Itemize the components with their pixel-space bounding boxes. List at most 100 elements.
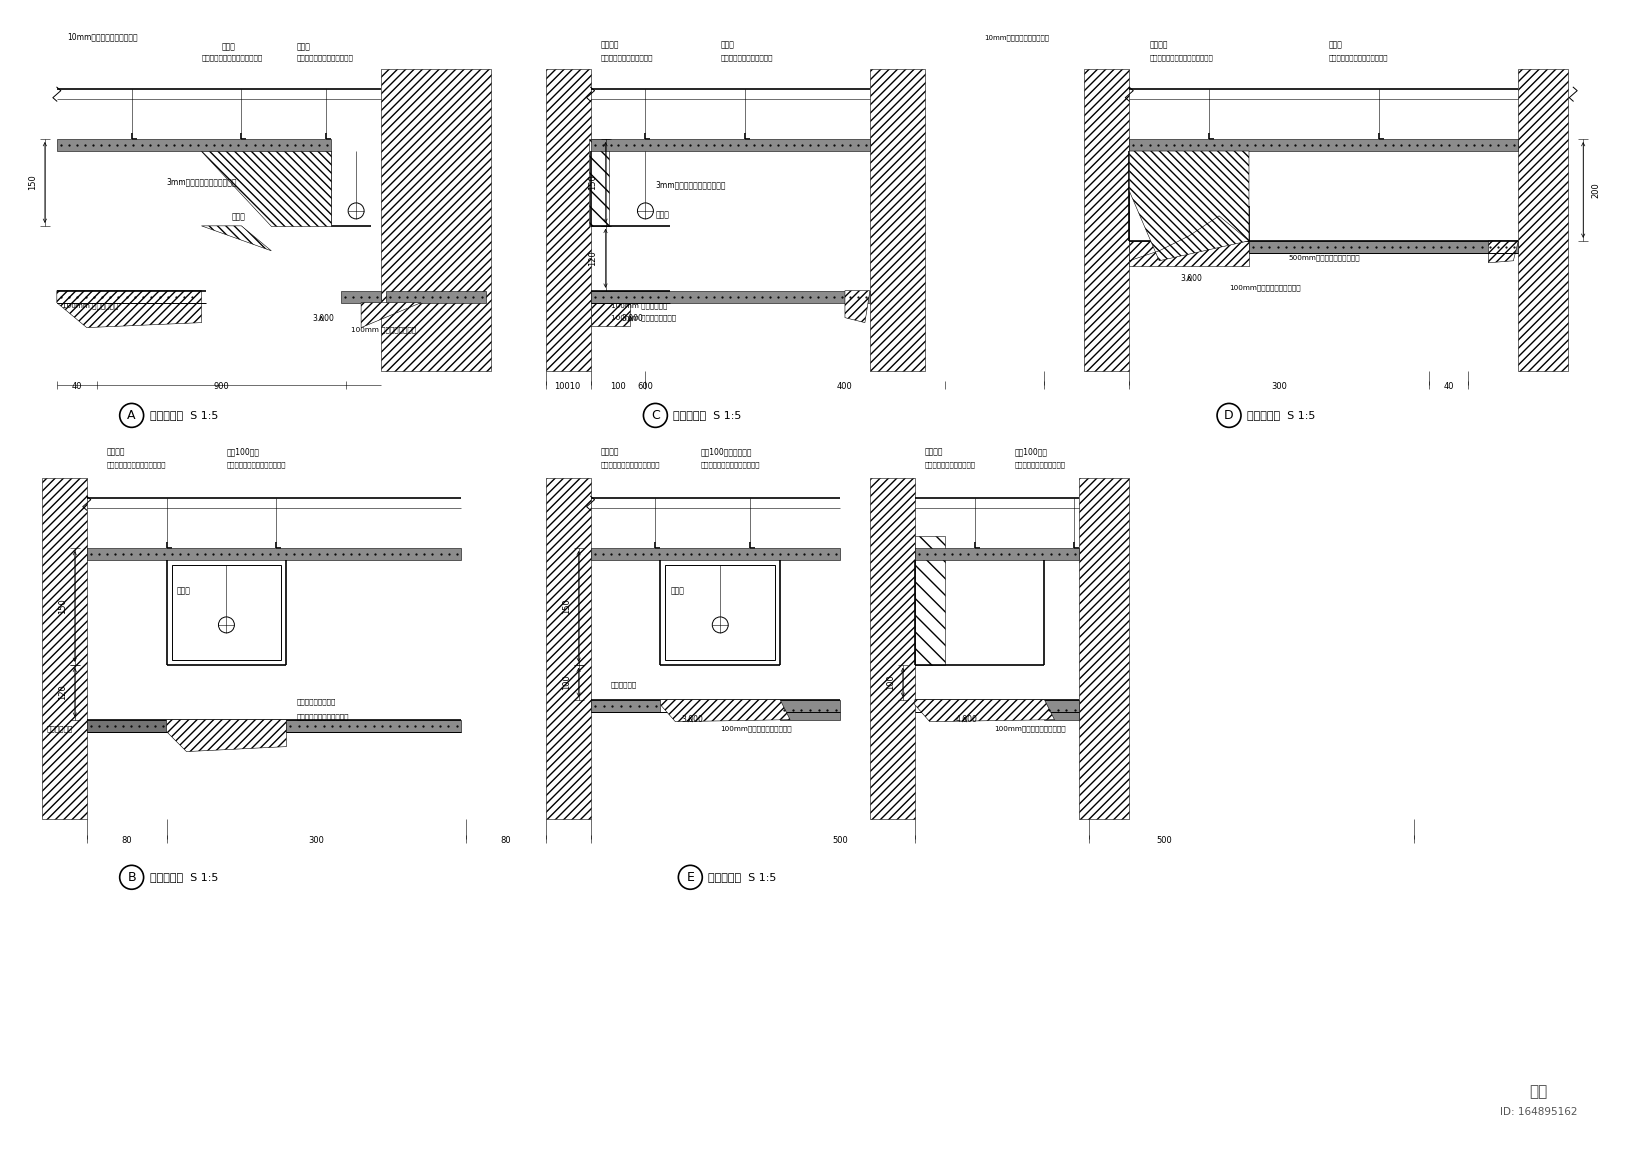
Text: 安装龙骨: 安装龙骨 [1149,41,1168,49]
Text: 3.000: 3.000 [1180,274,1201,283]
Bar [590,291,870,303]
Bar [590,548,840,560]
Polygon shape [1129,151,1249,261]
Text: 轻针龙骨石膏板吹顶乔胶漆面漆: 轻针龙骨石膏板吹顶乔胶漆面漆 [700,461,760,468]
Text: 安装龙骨: 安装龙骨 [925,447,943,457]
Text: 厂批：: 厂批： [231,212,246,221]
Text: 80: 80 [501,836,511,846]
Text: 轻龙骨: 轻龙骨 [1328,41,1343,49]
Text: 次能100外板二具实化: 次能100外板二具实化 [700,447,751,457]
Bar [341,291,381,303]
Text: 粘贴石膏板吹顶乔胶漆面漆: 粘贴石膏板吹顶乔胶漆面漆 [925,461,976,468]
Text: 剪面节点图  S 1:5: 剪面节点图 S 1:5 [674,410,742,421]
Text: 300: 300 [308,836,325,846]
Text: 600: 600 [638,382,653,391]
Text: 100mm石膏板吹顶乔胶漆面漆: 100mm石膏板吹顶乔胶漆面漆 [720,725,793,732]
Text: B: B [127,870,137,884]
Text: 150: 150 [562,599,570,614]
Text: 轻龙骨: 轻龙骨 [720,41,733,49]
Text: 轻龙骨安装石膏板吹顶乔胶漆面漆: 轻龙骨安装石膏板吹顶乔胶漆面漆 [1149,55,1213,62]
Text: 轻针龙骨石膏板吹顶乔胶漆面漆: 轻针龙骨石膏板吹顶乔胶漆面漆 [107,461,166,468]
Text: 知末: 知末 [1529,1083,1547,1099]
Text: 细木工板刷口乔胶漆: 细木工板刷口乔胶漆 [297,698,336,705]
Text: 粘贴石膏板吹顶乔胶漆面漆: 粘贴石膏板吹顶乔胶漆面漆 [600,55,653,62]
Text: 3.000: 3.000 [681,714,704,723]
Text: 150: 150 [588,175,598,190]
Text: 100mm 膏燃角铝收边: 100mm 膏燃角铝收边 [610,302,667,309]
Text: 500: 500 [832,836,847,846]
Text: 3mm铝扣工板拟合白色乔胶漆: 3mm铝扣工板拟合白色乔胶漆 [656,179,725,189]
Text: 10mm厚纸面板刷白色乔胶漆: 10mm厚纸面板刷白色乔胶漆 [68,33,137,41]
Polygon shape [661,700,789,721]
Bar [56,139,331,151]
Bar [287,720,461,732]
Text: 3.000: 3.000 [621,313,643,323]
Text: 40: 40 [1444,382,1454,391]
Text: 100mm 膏燃角铝收边: 100mm 膏燃角铝收边 [63,302,119,309]
Polygon shape [845,291,870,323]
Bar [1129,139,1518,151]
Text: 安装龙骨: 安装龙骨 [600,447,620,457]
Text: 3mm铝扣工板拟合白色乔胶漆: 3mm铝扣工板拟合白色乔胶漆 [166,177,237,186]
Text: 轻针龙骨石膏板吹顶乔胶漆面漆: 轻针龙骨石膏板吹顶乔胶漆面漆 [226,461,287,468]
Text: 轻针龙骨石膏板吹顶乔胶漆面漆: 轻针龙骨石膏板吹顶乔胶漆面漆 [201,55,262,62]
Bar [666,565,775,659]
Text: 粘贴石膏板吹顶乔胶漆面漆: 粘贴石膏板吹顶乔胶漆面漆 [1015,461,1066,468]
Text: 次龙骨: 次龙骨 [221,42,236,51]
Polygon shape [56,291,201,327]
Text: ID: 164895162: ID: 164895162 [1500,1107,1577,1117]
Text: 轻针龙骨石膏板吹顶乔胶漆面漆: 轻针龙骨石膏板吹顶乔胶漆面漆 [600,461,661,468]
Text: 300: 300 [1271,382,1287,391]
Text: 10mm厚纸面板刷白色乔胶漆: 10mm厚纸面板刷白色乔胶漆 [984,35,1050,41]
Bar [56,291,196,303]
Bar [381,69,491,370]
Bar [87,548,461,560]
Bar [1084,69,1129,370]
Text: 次能100外板: 次能100外板 [226,447,259,457]
Bar [386,291,486,303]
Bar [1079,479,1129,819]
Bar [870,69,925,370]
Text: 100mm 膏燃角铝收边清漆: 100mm 膏燃角铝收边清漆 [351,326,417,332]
Text: 10010: 10010 [554,382,580,391]
Polygon shape [166,720,287,751]
Text: 100mm 膏燃角铝收边清漆: 100mm 膏燃角铝收边清漆 [610,315,676,320]
Polygon shape [361,303,420,327]
Bar [171,565,282,659]
Text: 剪面节点图  S 1:5: 剪面节点图 S 1:5 [1248,410,1315,421]
Bar [545,479,590,819]
Text: 40: 40 [71,382,82,391]
Text: 轻针龙骨石膏板吹顶乔胶漆面漆: 轻针龙骨石膏板吹顶乔胶漆面漆 [1328,55,1388,62]
Text: 200: 200 [1592,182,1600,198]
Bar [590,291,631,325]
Text: 4.000: 4.000 [956,714,977,723]
Text: 100mm石膏板吹顶乔胶漆面漆: 100mm石膏板吹顶乔胶漆面漆 [1229,284,1300,291]
Text: 轻龙骨石膏板吹顶乔胶漆面漆: 轻龙骨石膏板吹顶乔胶漆面漆 [297,55,353,62]
Text: 120: 120 [588,250,598,266]
Text: 3.000: 3.000 [311,313,335,323]
Text: 次能100外板: 次能100外板 [1015,447,1048,457]
Text: 100mm石膏板吹顶乔胶漆面漆: 100mm石膏板吹顶乔胶漆面漆 [995,725,1066,732]
Text: 彩色石膏板吹顶乔胶漆面漆: 彩色石膏板吹顶乔胶漆面漆 [297,713,349,720]
Text: 小瓷砖立边漆: 小瓷砖立边漆 [610,682,636,687]
Bar [588,139,608,226]
Text: 500mm石膏板吹顶乔胶漆面漆: 500mm石膏板吹顶乔胶漆面漆 [1289,254,1361,261]
Text: 120: 120 [58,684,68,700]
Text: 80: 80 [122,836,132,846]
Bar [590,139,870,151]
Bar [1518,69,1569,370]
Bar [1129,241,1249,266]
Text: 安装龙骨: 安装龙骨 [107,447,125,457]
Bar [87,720,166,732]
Text: 粘贴石膏板吹顶乔胶漆面漆: 粘贴石膏板吹顶乔胶漆面漆 [720,55,773,62]
Text: 上光灯: 上光灯 [671,586,684,595]
Text: 剪面节点图  S 1:5: 剪面节点图 S 1:5 [150,410,218,421]
Text: 厂批：: 厂批： [656,210,669,219]
Text: 二光灯: 二光灯 [176,586,191,595]
Text: 150: 150 [58,599,68,614]
Bar [915,548,1079,560]
Bar [590,700,661,712]
Text: 400: 400 [837,382,852,391]
Bar [545,69,590,370]
Bar [1045,700,1079,720]
